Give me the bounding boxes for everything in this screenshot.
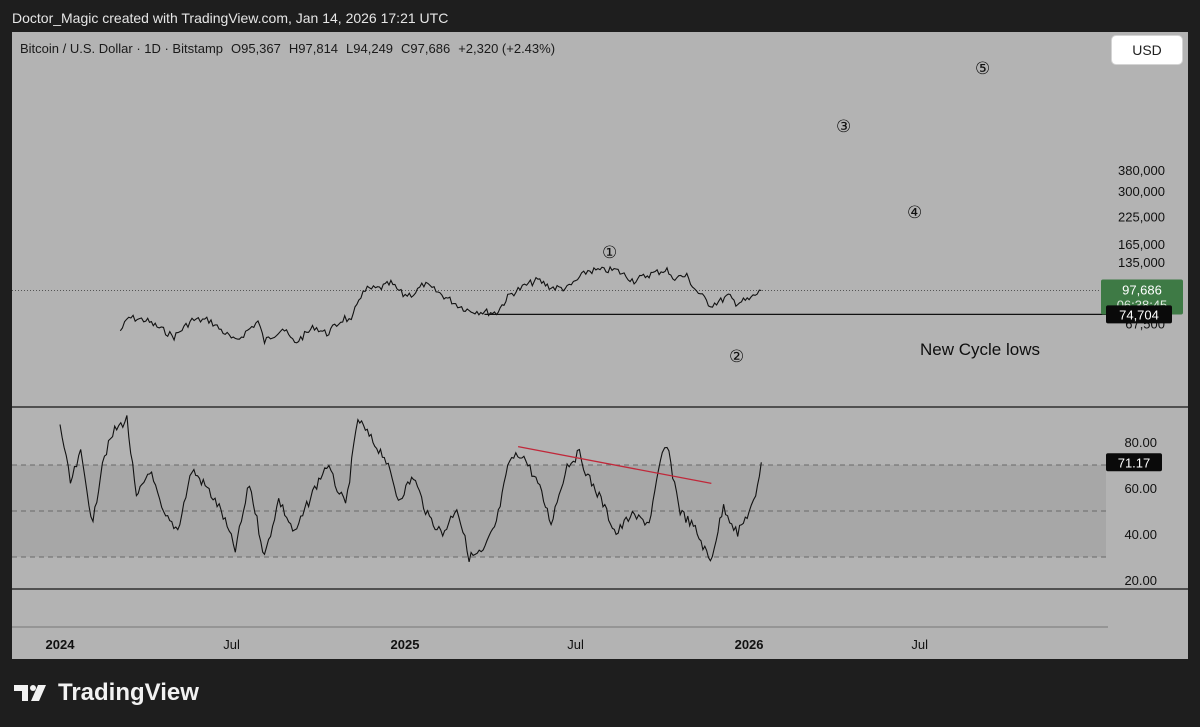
legend-high: H97,814 bbox=[289, 41, 338, 56]
price-series-line bbox=[119, 265, 762, 346]
legend-open: O95,367 bbox=[231, 41, 281, 56]
tradingview-logo: TradingView bbox=[14, 679, 199, 707]
rsi-value-badge: 71.17 bbox=[1106, 453, 1162, 472]
new-cycle-lows-annotation: New Cycle lows bbox=[920, 340, 1040, 359]
rsi-pane bbox=[12, 415, 1106, 563]
rsi-series-line bbox=[59, 415, 762, 563]
time-tick-label: 2026 bbox=[735, 637, 764, 652]
time-tick-label: Jul bbox=[223, 637, 240, 652]
price-pane bbox=[12, 265, 1106, 346]
rsi-tick-label: 40.00 bbox=[1124, 527, 1157, 542]
wave-label-4: ④ bbox=[907, 203, 922, 222]
price-tick-label: 135,000 bbox=[1118, 255, 1165, 270]
price-tick-label: 300,000 bbox=[1118, 184, 1165, 199]
chart-header: Doctor_Magic created with TradingView.co… bbox=[12, 10, 449, 26]
time-tick-label: 2025 bbox=[391, 637, 420, 652]
brand-name: TradingView bbox=[58, 679, 199, 706]
legend-line: Bitcoin / U.S. Dollar · 1D · Bitstamp O95… bbox=[20, 41, 555, 56]
time-tick-label: Jul bbox=[911, 637, 928, 652]
tradingview-logo-icon bbox=[14, 685, 46, 701]
price-tick-label: 165,000 bbox=[1118, 237, 1165, 252]
chart-panel: 380,000300,000225,000165,000135,000105,0… bbox=[12, 32, 1188, 659]
rsi-trendline bbox=[517, 445, 712, 485]
wave-label-1: ① bbox=[602, 243, 617, 262]
currency-button[interactable]: USD bbox=[1111, 35, 1183, 65]
price-tick-label: 380,000 bbox=[1118, 163, 1165, 178]
legend-symbol: Bitcoin / U.S. Dollar · 1D · Bitstamp bbox=[20, 41, 223, 56]
rsi-tick-label: 80.00 bbox=[1124, 435, 1157, 450]
rsi-last-value: 71.17 bbox=[1118, 455, 1151, 470]
legend-change: +2,320 (+2.43%) bbox=[458, 41, 555, 56]
legend-close: C97,686 bbox=[401, 41, 450, 56]
rsi-tick-label: 60.00 bbox=[1124, 481, 1157, 496]
rsi-axis: 80.00 60.00 40.00 20.00 bbox=[1124, 435, 1157, 588]
rsi-tick-label: 20.00 bbox=[1124, 573, 1157, 588]
wave-label-2: ② bbox=[729, 347, 744, 366]
legend-low: L94,249 bbox=[346, 41, 393, 56]
last-price-value: 97,686 bbox=[1122, 283, 1162, 298]
support-level-badge: 74,704 bbox=[1106, 305, 1172, 324]
wave-label-3: ③ bbox=[836, 117, 851, 136]
time-tick-label: 2024 bbox=[46, 637, 76, 652]
time-tick-label: Jul bbox=[567, 637, 584, 652]
time-axis: 2024 Jul 2025 Jul 2026 Jul bbox=[46, 637, 929, 652]
support-level-value: 74,704 bbox=[1119, 307, 1159, 322]
wave-label-5: ⑤ bbox=[975, 59, 990, 78]
price-tick-label: 225,000 bbox=[1118, 209, 1165, 224]
chart-canvas: 380,000300,000225,000165,000135,000105,0… bbox=[12, 41, 1188, 652]
